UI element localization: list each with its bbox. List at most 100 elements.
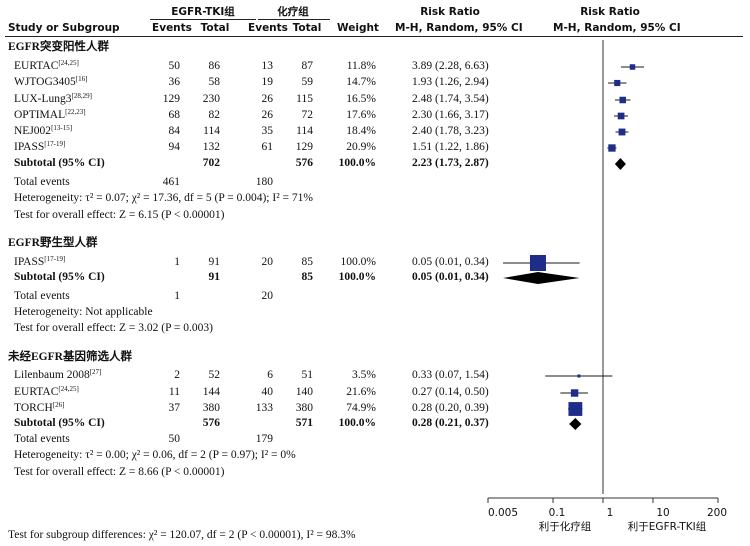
favours-left-label: 利于化疗组 <box>538 521 592 533</box>
total-1: 132 <box>202 141 220 153</box>
header-events1: Events <box>152 22 192 34</box>
weight: 14.7% <box>346 76 376 88</box>
events-2: 61 <box>261 141 274 153</box>
header-study: Study or Subgroup <box>8 22 120 34</box>
tick-label: 10 <box>656 507 670 519</box>
total-1: 144 <box>202 386 220 398</box>
header-weight: Weight <box>337 22 379 34</box>
events-2: 40 <box>261 386 274 398</box>
risk-ratio-ci: 1.51 (1.22, 1.86) <box>412 141 489 153</box>
total-2: 129 <box>295 141 313 153</box>
events-2: 26 <box>261 109 274 121</box>
subgroup-title: 未经EGFR基因筛选人群 <box>8 351 132 363</box>
subtotal-diamond <box>569 418 582 430</box>
weight: 74.9% <box>346 402 376 414</box>
events-2: 20 <box>261 256 274 268</box>
total-2: 140 <box>295 386 313 398</box>
risk-ratio-ci: 3.89 (2.28, 6.63) <box>412 60 489 72</box>
subtotal-total-1: 91 <box>208 271 221 283</box>
tick-label: 0.1 <box>548 507 566 519</box>
total-2: 51 <box>301 369 314 381</box>
weight: 100.0% <box>340 256 376 268</box>
total-1: 82 <box>208 109 221 121</box>
total-events-2: 180 <box>255 176 273 188</box>
total-1: 114 <box>203 125 220 137</box>
study-name: LUX-Lung3[28,29] <box>14 92 92 105</box>
weight: 3.5% <box>352 369 376 381</box>
subtotal-diamond <box>503 272 580 284</box>
risk-ratio-ci: 2.48 (1.74, 3.54) <box>412 93 489 105</box>
overall-effect-text: Test for overall effect: Z = 3.02 (P = 0… <box>14 322 213 334</box>
events-1: 84 <box>168 125 181 137</box>
total-events-1: 461 <box>162 176 180 188</box>
total-2: 115 <box>296 93 313 105</box>
events-1: 50 <box>168 60 181 72</box>
total-1: 91 <box>208 256 221 268</box>
study-name: EURTAC[24,25] <box>14 385 79 398</box>
group1-underline <box>150 19 256 20</box>
risk-ratio-ci: 0.05 (0.01, 0.34) <box>412 256 489 268</box>
risk-ratio-ci: 0.27 (0.14, 0.50) <box>412 386 489 398</box>
events-1: 129 <box>162 93 180 105</box>
total-2: 380 <box>295 402 313 414</box>
risk-ratio-ci: 2.40 (1.78, 3.23) <box>412 125 489 137</box>
subgroup-title: EGFR突变阳性人群 <box>8 41 109 53</box>
study-box <box>570 389 579 397</box>
events-1: 11 <box>168 386 180 398</box>
events-1: 1 <box>174 256 180 268</box>
weight: 16.5% <box>346 93 376 105</box>
study-box <box>577 374 581 378</box>
study-name: IPASS[17-19] <box>14 140 66 153</box>
events-2: 13 <box>261 60 274 72</box>
subtotal-weight: 100.0% <box>338 271 376 283</box>
total-events-label: Total events <box>14 290 70 302</box>
subtotal-total-1: 576 <box>202 417 220 429</box>
subtotal-diamond <box>614 158 626 170</box>
total-2: 87 <box>301 60 314 72</box>
events-1: 68 <box>168 109 181 121</box>
header-method2: M-H, Random, 95% CI <box>553 22 681 34</box>
total-events-1: 50 <box>168 433 181 445</box>
study-box <box>629 64 636 70</box>
weight: 21.6% <box>346 386 376 398</box>
risk-ratio-ci: 1.93 (1.26, 2.94) <box>412 76 489 88</box>
total-2: 59 <box>301 76 314 88</box>
header-method: M-H, Random, 95% CI <box>395 22 523 34</box>
total-2: 85 <box>301 256 314 268</box>
subtotal-total-2: 576 <box>295 157 313 169</box>
total-events-2: 20 <box>261 290 274 302</box>
total-1: 52 <box>208 369 221 381</box>
study-box <box>568 402 583 416</box>
subtotal-label: Subtotal (95% CI) <box>14 157 105 169</box>
total-1: 58 <box>208 76 221 88</box>
subtotal-ci: 2.23 (1.73, 2.87) <box>412 157 489 169</box>
subtotal-label: Subtotal (95% CI) <box>14 271 105 283</box>
subgroup-differences-text: Test for subgroup differences: χ² = 120.… <box>8 529 356 541</box>
heterogeneity-text: Heterogeneity: τ² = 0.07; χ² = 17.36, df… <box>14 192 313 204</box>
header-events2: Events <box>248 22 288 34</box>
total-events-1: 1 <box>174 290 180 302</box>
events-1: 2 <box>174 369 180 381</box>
events-2: 19 <box>261 76 274 88</box>
header-group2: 化疗组 <box>277 6 309 18</box>
favours-right-label: 利于EGFR-TKI组 <box>627 521 707 533</box>
header-rule <box>5 36 743 37</box>
study-name: IPASS[17-19] <box>14 255 66 268</box>
header-total1: Total <box>200 22 230 34</box>
header-rr-top: Risk Ratio <box>420 6 480 18</box>
total-2: 72 <box>301 109 314 121</box>
total-events-label: Total events <box>14 176 70 188</box>
total-events-2: 179 <box>255 433 273 445</box>
study-name: TORCH[26] <box>14 401 65 414</box>
group2-underline <box>258 19 330 20</box>
events-2: 35 <box>261 125 274 137</box>
total-1: 230 <box>202 93 220 105</box>
events-2: 133 <box>255 402 273 414</box>
risk-ratio-ci: 2.30 (1.66, 3.17) <box>412 109 489 121</box>
subtotal-weight: 100.0% <box>338 417 376 429</box>
heterogeneity-text: Heterogeneity: Not applicable <box>14 306 153 318</box>
weight: 17.6% <box>346 109 376 121</box>
events-1: 94 <box>168 141 181 153</box>
study-name: EURTAC[24,25] <box>14 59 79 72</box>
